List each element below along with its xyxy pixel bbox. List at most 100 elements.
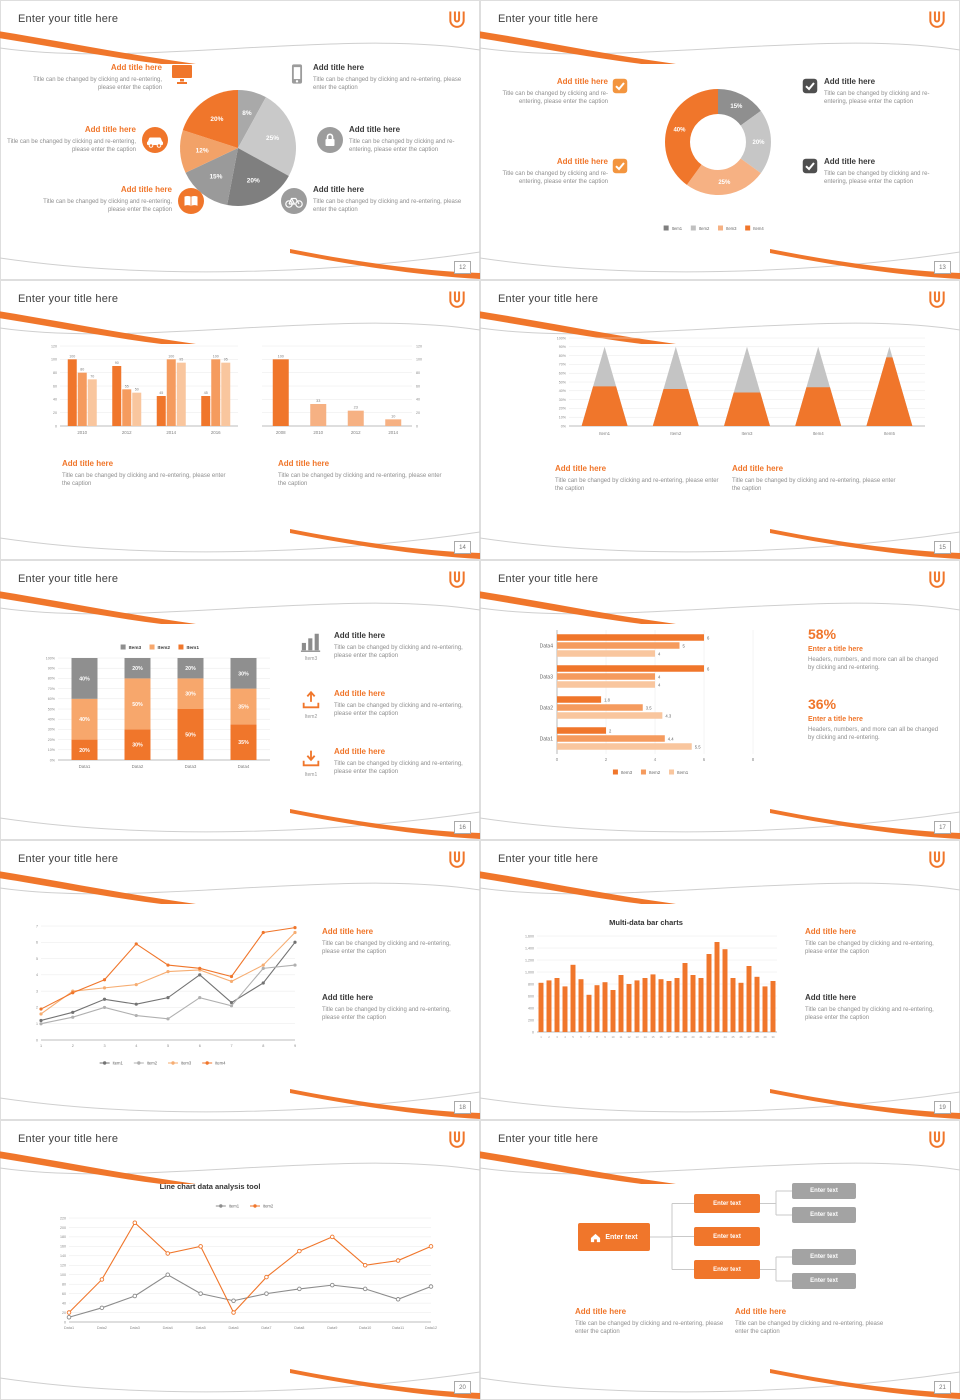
checkbox-icon [612,78,628,94]
block-caption: Title can be changed by clicking and re-… [313,76,462,92]
svg-text:Data2: Data2 [97,1326,107,1330]
svg-text:100: 100 [51,358,57,362]
svg-text:10: 10 [391,414,395,418]
svg-text:80: 80 [416,371,420,375]
svg-text:0: 0 [36,1038,38,1042]
svg-text:60: 60 [53,384,57,388]
svg-text:20%: 20% [247,178,260,185]
svg-text:Data5: Data5 [196,1326,206,1330]
svg-text:800: 800 [528,982,534,986]
block-heading: Add title here [322,993,374,1002]
svg-text:Item3: Item3 [621,770,633,775]
slide-15: Enter your title here 15 0% 10% 20% 30% 40% 5… [480,280,960,560]
svg-text:Item1: Item1 [186,645,199,651]
book-icon [178,188,204,214]
svg-text:16: 16 [659,1035,663,1039]
block-heading: Add title here [805,993,857,1002]
svg-text:Data4: Data4 [540,644,554,650]
svg-text:120: 120 [51,344,57,348]
slide-title: Enter your title here [498,293,599,305]
svg-text:0: 0 [55,424,57,428]
svg-text:40%: 40% [79,676,90,682]
header-swoosh [480,31,960,64]
svg-text:100: 100 [60,1273,66,1277]
block-caption: Title can be changed by clicking and re-… [805,1006,934,1022]
home-icon [591,1233,601,1242]
feature-block: Add title here Title can be changed by c… [322,926,464,957]
svg-text:4.3: 4.3 [665,713,671,718]
university-logo-icon [929,291,945,308]
block-caption: Title can be changed by clicking and re-… [62,472,226,488]
slide-title: Enter your title here [18,853,119,865]
svg-text:29: 29 [763,1035,767,1039]
feature-block: Add title here Title can be changed by c… [735,1306,885,1337]
svg-text:70%: 70% [559,363,567,367]
block-heading: Add title here [805,927,857,936]
svg-text:14: 14 [643,1035,647,1039]
pie-chart: 8% 25% 20% 15% 12% 20% [158,68,318,228]
slide-21: Enter your title here 21 Enter text Ente… [480,1120,960,1400]
block-heading: Add title here [62,459,114,468]
svg-text:Data3: Data3 [130,1326,140,1330]
footer-swoosh [480,1089,960,1119]
page-number: 16 [454,821,471,834]
svg-text:7: 7 [588,1035,590,1039]
block-heading: Add title here [313,185,365,194]
block-heading: Add title here [732,464,784,473]
svg-text:1,600: 1,600 [525,934,534,938]
stat-title: Enter a title here [808,716,863,723]
footer-swoosh [480,1369,960,1399]
checkbox-icon [802,78,818,94]
university-logo-icon [449,11,465,28]
slide-19: Enter your title here 19 Multi-data bar … [480,840,960,1120]
block-heading: Add title here [824,77,876,86]
block-heading: Add title here [349,125,401,134]
footer-swoosh [0,1089,480,1119]
svg-text:4: 4 [658,682,661,687]
svg-text:2: 2 [609,728,612,733]
block-caption: Title can be changed by clicking and re-… [805,940,934,956]
block-heading: Add title here [556,77,608,86]
feature-block: Add title here Title can be changed by c… [313,62,465,93]
node-label: Enter text [713,1233,741,1240]
svg-text:4: 4 [564,1035,566,1039]
svg-text:60: 60 [416,384,420,388]
slide-title: Enter your title here [498,1133,599,1145]
block-heading: Add title here [110,63,162,72]
svg-text:1,400: 1,400 [525,946,534,950]
svg-text:1: 1 [36,1022,38,1026]
donut-chart: 15% 20% 25% 40% Item1 Item2 Item3 Item4 [640,60,796,240]
svg-text:100: 100 [416,358,422,362]
svg-text:90%: 90% [48,667,56,671]
svg-text:10%: 10% [48,748,56,752]
svg-text:Data4: Data4 [238,764,250,769]
svg-text:5: 5 [36,957,38,961]
slide-17: Enter your title here 17 0 2 4 6 8 6 5 4 Data4 6 4… [480,560,960,840]
svg-text:25%: 25% [266,135,279,142]
footer-swoosh [0,249,480,279]
svg-text:100%: 100% [557,336,567,340]
feature-block: Add title here Title can be changed by c… [555,463,723,494]
grouped-bar-chart: 0 20 40 60 80 100 120 100 80 70 2010 90 55 50 2012 45 10… [30,340,245,445]
svg-text:22: 22 [707,1035,711,1039]
svg-text:21: 21 [699,1035,703,1039]
svg-text:5: 5 [572,1035,574,1039]
feature-block: Add title here Title can be changed by c… [334,746,472,777]
block-heading: Add title here [84,125,136,134]
svg-text:0: 0 [532,1030,534,1034]
svg-text:Data8: Data8 [294,1326,304,1330]
svg-text:0: 0 [556,757,559,762]
block-caption: Title can be changed by clicking and re-… [575,1320,724,1336]
svg-text:40: 40 [62,1301,66,1305]
svg-text:7: 7 [36,924,38,928]
svg-text:Data9: Data9 [327,1326,337,1330]
svg-text:30%: 30% [48,728,56,732]
svg-text:35%: 35% [238,704,249,710]
node-label: Enter text [713,1200,741,1207]
svg-text:120: 120 [60,1264,66,1268]
car-icon [142,127,168,153]
svg-text:28: 28 [755,1035,759,1039]
feature-block: Add title here Title can be changed by c… [824,156,952,187]
svg-text:20%: 20% [48,738,56,742]
feature-block: Add title here Title can be changed by c… [575,1306,725,1337]
